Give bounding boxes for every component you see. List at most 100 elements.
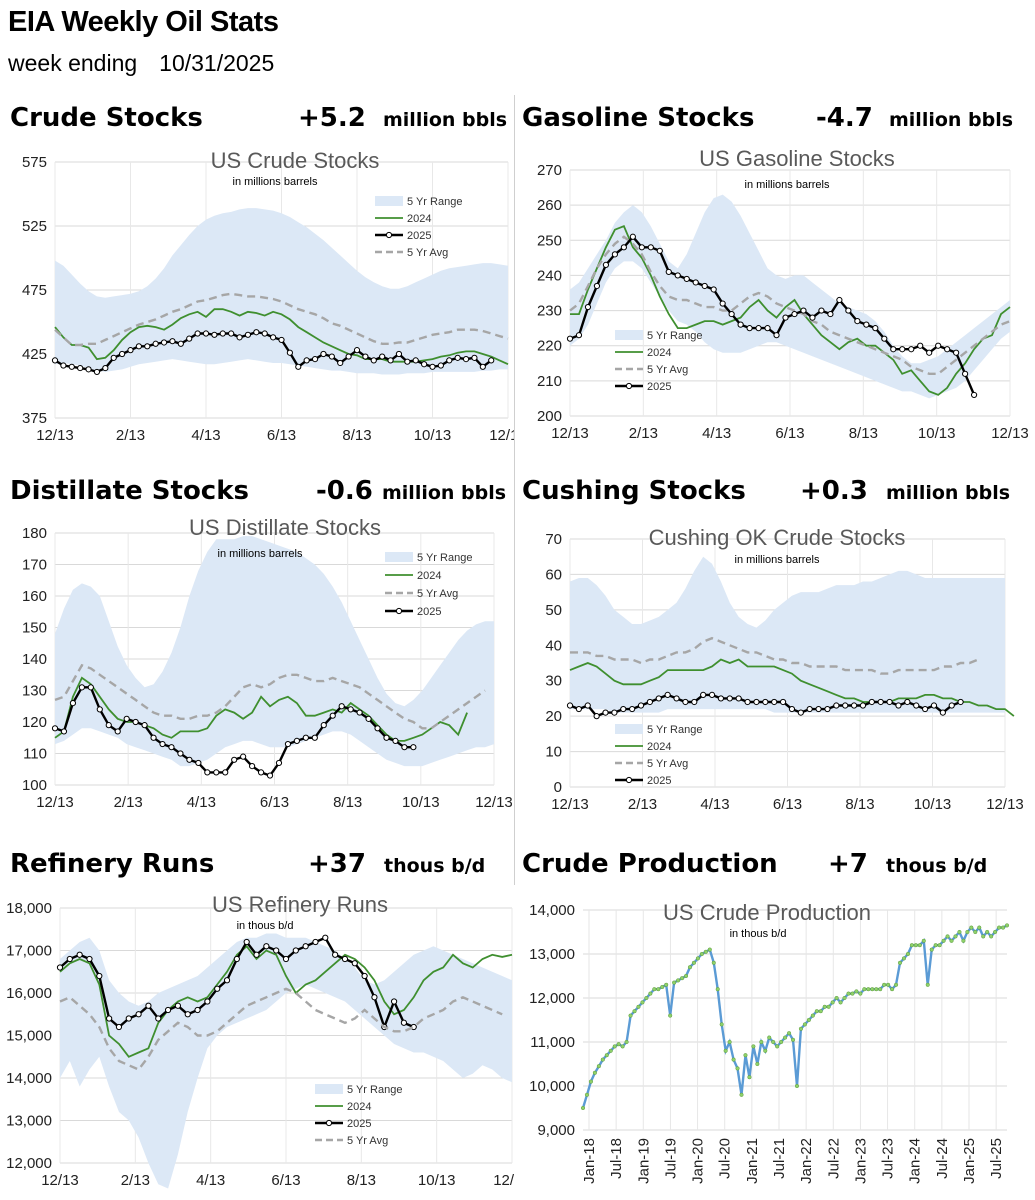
cushing-2025-point xyxy=(868,698,875,706)
gasoline-2025-point xyxy=(656,247,663,254)
gasoline-2025-point xyxy=(701,282,708,290)
cushing-2025-point xyxy=(691,698,698,706)
cushing-2025-point xyxy=(797,709,804,716)
production-point xyxy=(790,1037,796,1042)
production-point xyxy=(870,987,875,992)
cushing-y-tick-label: 20 xyxy=(545,708,562,725)
distillate-2025-point xyxy=(159,740,166,748)
production-point xyxy=(909,943,914,948)
production-chart-title: US Crude Production xyxy=(663,900,871,925)
gasoline-y-tick-label: 200 xyxy=(537,408,562,425)
production-point xyxy=(925,982,930,987)
production-point xyxy=(989,934,994,939)
production-point xyxy=(937,943,942,948)
cushing-2025-point xyxy=(629,705,636,713)
crude-legend: 5 Yr Range 2024 2025 5 Yr Avg xyxy=(375,196,462,259)
production-point xyxy=(882,982,887,987)
gasoline-2025-point xyxy=(935,342,942,349)
cushing-2025-point xyxy=(664,691,671,698)
refinery-2025-point xyxy=(184,1011,191,1018)
crude-2025-point xyxy=(194,330,201,337)
production-y-tick-label: 13,000 xyxy=(529,946,575,963)
refinery-2025-point xyxy=(194,1006,201,1014)
refinery-2025-point xyxy=(312,938,319,946)
distillate-2025-point xyxy=(275,759,283,767)
production-point xyxy=(905,951,910,957)
crude-2025-point xyxy=(311,356,319,363)
crude-2025-point xyxy=(135,343,142,350)
distillate-chart-title: US Distillate Stocks xyxy=(189,515,381,540)
crude-x-tick-label: 2/13 xyxy=(116,427,145,444)
crude-five-year-range-area xyxy=(55,208,508,375)
cushing-2025-point xyxy=(913,702,920,709)
production-y-tick-label: 10,000 xyxy=(529,1078,575,1095)
cushing-2025-point xyxy=(744,698,751,706)
refinery-2025-point xyxy=(351,960,358,967)
refinery-2025-point xyxy=(233,955,240,963)
cushing-2025-point xyxy=(859,702,867,709)
production-point xyxy=(616,1042,621,1047)
distillate-legend-label: 5 Yr Range xyxy=(417,552,472,564)
crude-2025-point xyxy=(144,343,151,350)
distillate-y-tick-label: 130 xyxy=(22,683,47,700)
refinery-change: +37 xyxy=(308,849,366,879)
crude-2025-point xyxy=(303,357,310,364)
refinery-legend-label: 5 Yr Avg xyxy=(347,1135,388,1147)
gasoline-2025-point xyxy=(854,318,861,325)
distillate-2025-point xyxy=(177,750,184,757)
production-y-tick-label: 11,000 xyxy=(530,1034,575,1051)
cushing-2025-point xyxy=(593,713,600,720)
distillate-2025-point xyxy=(392,737,399,744)
cushing-stocks-chart: 0 10 20 30 40 50 60 70 12/13 2/13 4/13 6/13 8/13 10/1… xyxy=(545,525,1023,813)
production-point xyxy=(862,987,867,992)
refinery-2025-point xyxy=(302,943,309,950)
production-header: Crude Production +7 thous b/d xyxy=(522,849,987,879)
production-point xyxy=(676,978,681,983)
crude-legend-range-swatch xyxy=(375,196,403,206)
cushing-header: Cushing Stocks +0.3 million bbls xyxy=(522,476,1010,506)
refinery-2025-point xyxy=(253,951,260,958)
distillate-legend-label: 5 Yr Avg xyxy=(417,588,458,600)
crude-2025-point xyxy=(353,347,361,354)
distillate-2025-point xyxy=(204,769,211,776)
crude-2025-point xyxy=(51,357,59,364)
gasoline-legend-label: 2024 xyxy=(647,347,671,359)
cushing-y-tick-label: 30 xyxy=(545,673,562,690)
cushing-2025-point xyxy=(762,698,769,706)
production-point xyxy=(842,995,847,1001)
refinery-2025-point xyxy=(214,985,221,992)
distillate-2025-point xyxy=(51,725,59,732)
crude-2025-point xyxy=(337,359,344,367)
production-point xyxy=(695,956,700,961)
refinery-2025-point xyxy=(361,972,368,980)
production-point xyxy=(810,1013,815,1018)
crude-2025-point xyxy=(286,349,293,356)
gasoline-2025-point xyxy=(953,349,960,356)
cushing-x-tick-label: 4/13 xyxy=(700,796,729,813)
cushing-y-tick-label: 50 xyxy=(545,602,562,619)
production-x-tick-label: Jul-23 xyxy=(880,1138,897,1179)
crude-2025-point xyxy=(479,363,486,370)
crude-2025-point xyxy=(320,350,327,358)
production-point xyxy=(683,973,689,979)
cushing-y-tick-label: 40 xyxy=(545,637,562,654)
cushing-2025-point xyxy=(646,698,653,706)
distillate-2025-point xyxy=(231,756,238,763)
gasoline-legend-label: 2025 xyxy=(647,381,671,393)
cushing-2025-point xyxy=(717,695,725,702)
production-x-tick-label: Jan-19 xyxy=(635,1138,652,1184)
production-point xyxy=(945,934,950,939)
production-point xyxy=(751,1044,756,1049)
refinery-2025-point xyxy=(164,1006,172,1014)
crude-x-tick-label: 12/13 xyxy=(489,427,514,444)
crude-2025-point xyxy=(102,364,109,372)
production-point xyxy=(822,1004,827,1009)
crude-2025-point xyxy=(60,362,67,369)
cushing-legend-label: 2024 xyxy=(647,741,671,753)
crude-2025-point xyxy=(395,350,403,358)
production-point xyxy=(830,1000,835,1005)
crude-stocks-chart: 375 425 475 525 575 12/13 2/13 4/13 6/13 8/13 10/1… xyxy=(22,148,514,444)
gasoline-2025-point xyxy=(917,342,924,349)
production-point xyxy=(608,1048,613,1053)
gasoline-2025-point xyxy=(674,272,681,279)
